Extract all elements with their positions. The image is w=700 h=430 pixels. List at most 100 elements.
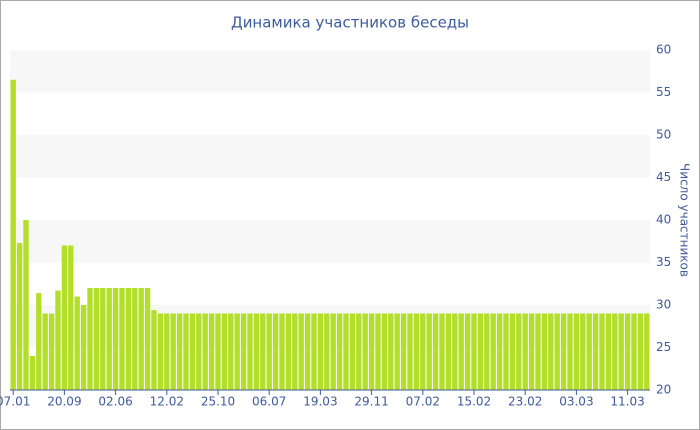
bar (228, 313, 234, 390)
bar (42, 313, 48, 390)
y-tick-label: 25 (656, 340, 671, 354)
bar (157, 313, 164, 390)
grid-band (10, 135, 650, 178)
x-tick-label: 15.02 (457, 395, 491, 409)
bar (311, 313, 317, 390)
bar (560, 313, 567, 390)
grid-band (10, 220, 650, 263)
bar (336, 313, 343, 390)
y-tick-label: 20 (656, 383, 671, 397)
bar (132, 288, 138, 390)
bar (400, 313, 407, 390)
bar (253, 313, 260, 390)
bar (298, 313, 304, 390)
y-tick-label: 40 (656, 213, 671, 227)
bar (189, 313, 196, 390)
x-tick-label: 07.02 (406, 395, 440, 409)
bar (349, 313, 356, 390)
x-tick-label: 19.03 (303, 395, 337, 409)
bar (215, 313, 221, 390)
bar (48, 313, 55, 390)
bar (567, 313, 573, 390)
bar (637, 313, 644, 390)
bar (279, 313, 285, 390)
y-axis-label: Число участников (678, 163, 692, 277)
x-tick-label: 20.09 (47, 395, 81, 409)
x-tick-label: 02.06 (98, 395, 132, 409)
bar (29, 356, 36, 390)
bar (138, 288, 144, 390)
y-tick-label: 50 (656, 128, 671, 142)
bar (432, 313, 439, 390)
bar (119, 288, 125, 390)
bar (93, 288, 100, 390)
bar (375, 313, 381, 390)
bar (445, 313, 452, 390)
x-tick-label: 11.03 (610, 395, 644, 409)
bar (490, 313, 496, 390)
y-tick-label: 60 (656, 43, 671, 57)
bar (528, 313, 535, 390)
x-tick-label: 03.03 (559, 395, 593, 409)
x-tick-label: 06.07 (252, 395, 286, 409)
bar (247, 313, 253, 390)
bar (23, 220, 29, 390)
bar (112, 288, 119, 390)
bar (362, 313, 368, 390)
chart-title: Динамика участников беседы (231, 14, 469, 32)
bar (439, 313, 445, 390)
bar (394, 313, 400, 390)
bar (125, 288, 132, 390)
bar (388, 313, 394, 390)
bar (413, 313, 420, 390)
bar (618, 313, 624, 390)
bar (10, 79, 16, 390)
bar (304, 313, 311, 390)
x-tick-label: 23.02 (508, 395, 542, 409)
grid-band (10, 305, 650, 348)
bar (240, 313, 247, 390)
bar (503, 313, 509, 390)
bar (599, 313, 605, 390)
bar (208, 313, 215, 390)
bar (458, 313, 464, 390)
x-tick-label: 29.11 (354, 395, 388, 409)
bar (292, 313, 298, 390)
bar (16, 242, 23, 390)
bar (87, 288, 93, 390)
bar (272, 313, 279, 390)
bar (592, 313, 599, 390)
bar (144, 288, 151, 390)
bar (496, 313, 503, 390)
bar (330, 313, 336, 390)
bar (356, 313, 362, 390)
bar (631, 313, 637, 390)
y-tick-label: 55 (656, 85, 671, 99)
bar (586, 313, 592, 390)
y-tick-label: 35 (656, 255, 671, 269)
bar (484, 313, 490, 390)
bar (452, 313, 458, 390)
bar (464, 313, 471, 390)
bar (176, 313, 183, 390)
x-tick-label: 07.01 (0, 395, 30, 409)
bar (644, 313, 650, 390)
bar (605, 313, 612, 390)
bar (234, 313, 240, 390)
bar (61, 245, 68, 390)
y-tick-label: 30 (656, 298, 671, 312)
bar (407, 313, 413, 390)
bar (260, 313, 266, 390)
x-tick-label: 25.10 (201, 395, 235, 409)
x-tick-label: 12.02 (150, 395, 184, 409)
bar (202, 313, 208, 390)
bar (68, 245, 74, 390)
bar (471, 313, 477, 390)
bar (151, 310, 157, 390)
bar (368, 313, 375, 390)
bar (477, 313, 484, 390)
bar (221, 313, 228, 390)
bar (266, 313, 272, 390)
bar (106, 288, 112, 390)
